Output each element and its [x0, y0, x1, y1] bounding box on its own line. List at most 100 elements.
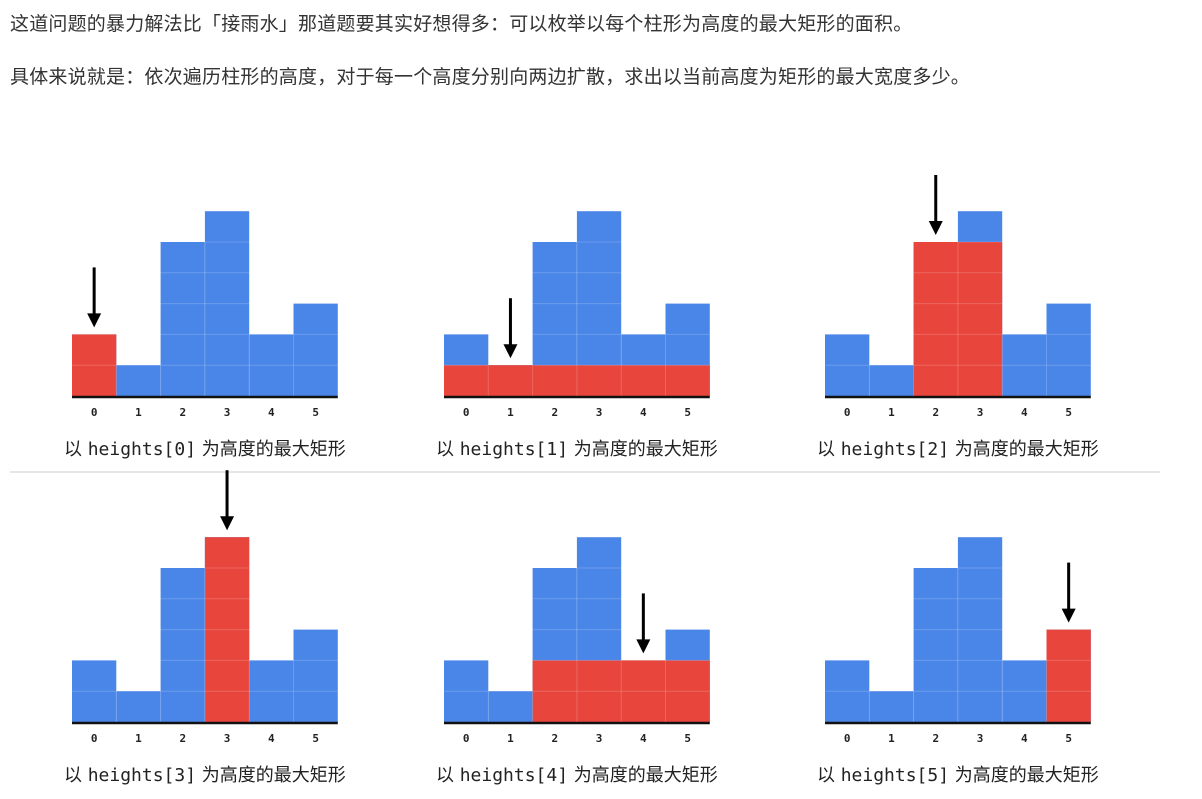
tick-labels: 0 1 2 3 4 5: [844, 406, 1072, 419]
tick-label-3: 3: [224, 732, 231, 745]
arrow-indicator: [503, 298, 518, 359]
tick-label-4: 4: [640, 732, 647, 745]
caption-prefix: 以: [436, 765, 460, 786]
max-rectangle: [204, 537, 250, 722]
caption-code: heights[4]: [460, 765, 568, 786]
tick-label-0: 0: [91, 732, 98, 745]
intro-paragraph: 这道问题的暴力解法比「接雨水」那道题要其实好想得多：可以枚举以每个柱形为高度的最…: [10, 13, 913, 35]
caption-suffix: 为高度的最大矩形: [949, 439, 1099, 460]
max-rectangle: [1046, 629, 1091, 722]
chart-caption: 以 heights[0] 为高度的最大矩形: [64, 439, 346, 460]
caption-suffix: 为高度的最大矩形: [568, 439, 718, 460]
caption-code: heights[1]: [460, 439, 568, 460]
chart-panel-1: 0 1 2 3 4 5 以 heights[1] 为高度的最大矩形: [436, 211, 718, 460]
caption-code: heights[0]: [88, 439, 196, 460]
tick-label-2: 2: [179, 406, 186, 419]
tick-label-3: 3: [596, 406, 603, 419]
max-rectangle: [72, 334, 117, 396]
tick-label-2: 2: [932, 732, 939, 745]
caption-prefix: 以: [817, 439, 841, 460]
bar-0: [444, 660, 489, 722]
tick-label-3: 3: [977, 406, 984, 419]
caption-code: heights[5]: [841, 765, 949, 786]
tick-labels: 0 1 2 3 4 5: [91, 732, 319, 745]
chart-panel-0: 0 1 2 3 4 5 以 heights[0] 为高度的最大矩形: [64, 211, 346, 460]
tick-label-4: 4: [268, 406, 275, 419]
bar-1: [869, 691, 914, 722]
caption-suffix: 为高度的最大矩形: [196, 765, 346, 786]
caption-prefix: 以: [817, 765, 841, 786]
chart-caption: 以 heights[3] 为高度的最大矩形: [64, 765, 346, 786]
tick-label-4: 4: [268, 732, 275, 745]
caption-suffix: 为高度的最大矩形: [568, 765, 718, 786]
bar-gridlines: [825, 567, 1091, 722]
bar-gridlines: [825, 241, 1091, 396]
bar-4: [249, 660, 294, 722]
tick-label-1: 1: [135, 732, 142, 745]
bar-3: [957, 537, 1003, 722]
bar-4: [1002, 660, 1047, 722]
tick-label-3: 3: [224, 406, 231, 419]
bar-gridlines: [72, 241, 338, 396]
arrow-indicator: [1061, 562, 1076, 623]
tick-label-5: 5: [312, 406, 319, 419]
tick-labels: 0 1 2 3 4 5: [463, 732, 691, 745]
bar-2: [913, 568, 958, 722]
bar-4: [1002, 334, 1047, 396]
tick-label-1: 1: [507, 406, 514, 419]
explanation-paragraph: 具体来说就是：依次遍历柱形的高度，对于每一个高度分别向两边扩散，求出以当前高度为…: [10, 66, 971, 88]
arrow-indicator: [220, 470, 235, 531]
tick-label-0: 0: [463, 732, 470, 745]
tick-labels: 0 1 2 3 4 5: [844, 732, 1072, 745]
tick-label-2: 2: [179, 732, 186, 745]
tick-label-5: 5: [1065, 732, 1072, 745]
chart-panel-3: 0 1 2 3 4 5 以 heights[3] 为高度的最大矩形: [64, 470, 346, 786]
tick-label-2: 2: [932, 406, 939, 419]
bar-gridlines: [444, 241, 710, 396]
tick-label-5: 5: [684, 732, 691, 745]
tick-label-2: 2: [551, 732, 558, 745]
tick-label-0: 0: [844, 406, 851, 419]
tick-label-1: 1: [888, 406, 895, 419]
bar-5: [293, 303, 338, 396]
caption-code: heights[3]: [88, 765, 196, 786]
tick-label-3: 3: [977, 732, 984, 745]
chart-caption: 以 heights[5] 为高度的最大矩形: [817, 765, 1099, 786]
chart-panel-5: 0 1 2 3 4 5 以 heights[5] 为高度的最大矩形: [817, 537, 1099, 786]
tick-label-1: 1: [507, 732, 514, 745]
chart-caption: 以 heights[4] 为高度的最大矩形: [436, 765, 718, 786]
bar-1: [116, 365, 161, 396]
tick-label-5: 5: [312, 732, 319, 745]
tick-labels: 0 1 2 3 4 5: [463, 406, 691, 419]
chart-caption: 以 heights[1] 为高度的最大矩形: [436, 439, 718, 460]
caption-suffix: 为高度的最大矩形: [949, 765, 1099, 786]
max-rectangle: [532, 660, 710, 722]
tick-label-1: 1: [135, 406, 142, 419]
max-rectangle: [913, 242, 1003, 396]
bar-5: [293, 629, 338, 722]
arrow-indicator: [87, 267, 102, 328]
caption-prefix: 以: [436, 439, 460, 460]
bar-2: [160, 242, 205, 396]
bar-4: [249, 334, 294, 396]
tick-label-3: 3: [596, 732, 603, 745]
tick-label-0: 0: [91, 406, 98, 419]
caption-code: heights[2]: [841, 439, 949, 460]
tick-label-1: 1: [888, 732, 895, 745]
bar-0: [72, 660, 117, 722]
bar-3: [204, 211, 250, 396]
bar-0: [825, 660, 870, 722]
bar-1: [869, 365, 914, 396]
bar-1: [488, 691, 533, 722]
tick-labels: 0 1 2 3 4 5: [91, 406, 319, 419]
bar-1: [116, 691, 161, 722]
tick-label-5: 5: [684, 406, 691, 419]
chart-caption: 以 heights[2] 为高度的最大矩形: [817, 439, 1099, 460]
bar-5: [1046, 303, 1091, 396]
bar-gridlines: [72, 567, 338, 722]
tick-label-4: 4: [1021, 732, 1028, 745]
bar-gridlines: [444, 567, 710, 722]
arrow-indicator: [636, 593, 651, 654]
bar-0: [825, 334, 870, 396]
